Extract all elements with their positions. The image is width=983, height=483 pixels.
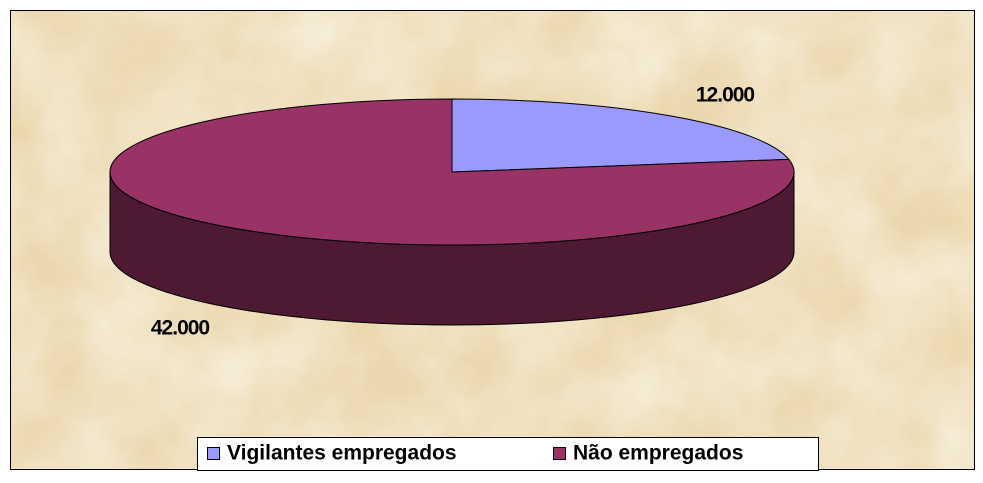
legend-label: Vigilantes empregados <box>227 442 457 465</box>
legend-swatch <box>207 447 220 460</box>
pie-slice <box>109 98 795 246</box>
value-label: 42.000 <box>151 317 210 340</box>
value-label: 12.000 <box>696 84 755 107</box>
pie <box>109 98 795 326</box>
pie-slice <box>451 98 790 173</box>
legend-swatch <box>553 447 566 460</box>
legend-box <box>197 437 819 471</box>
legend-label: Não empregados <box>573 442 743 465</box>
